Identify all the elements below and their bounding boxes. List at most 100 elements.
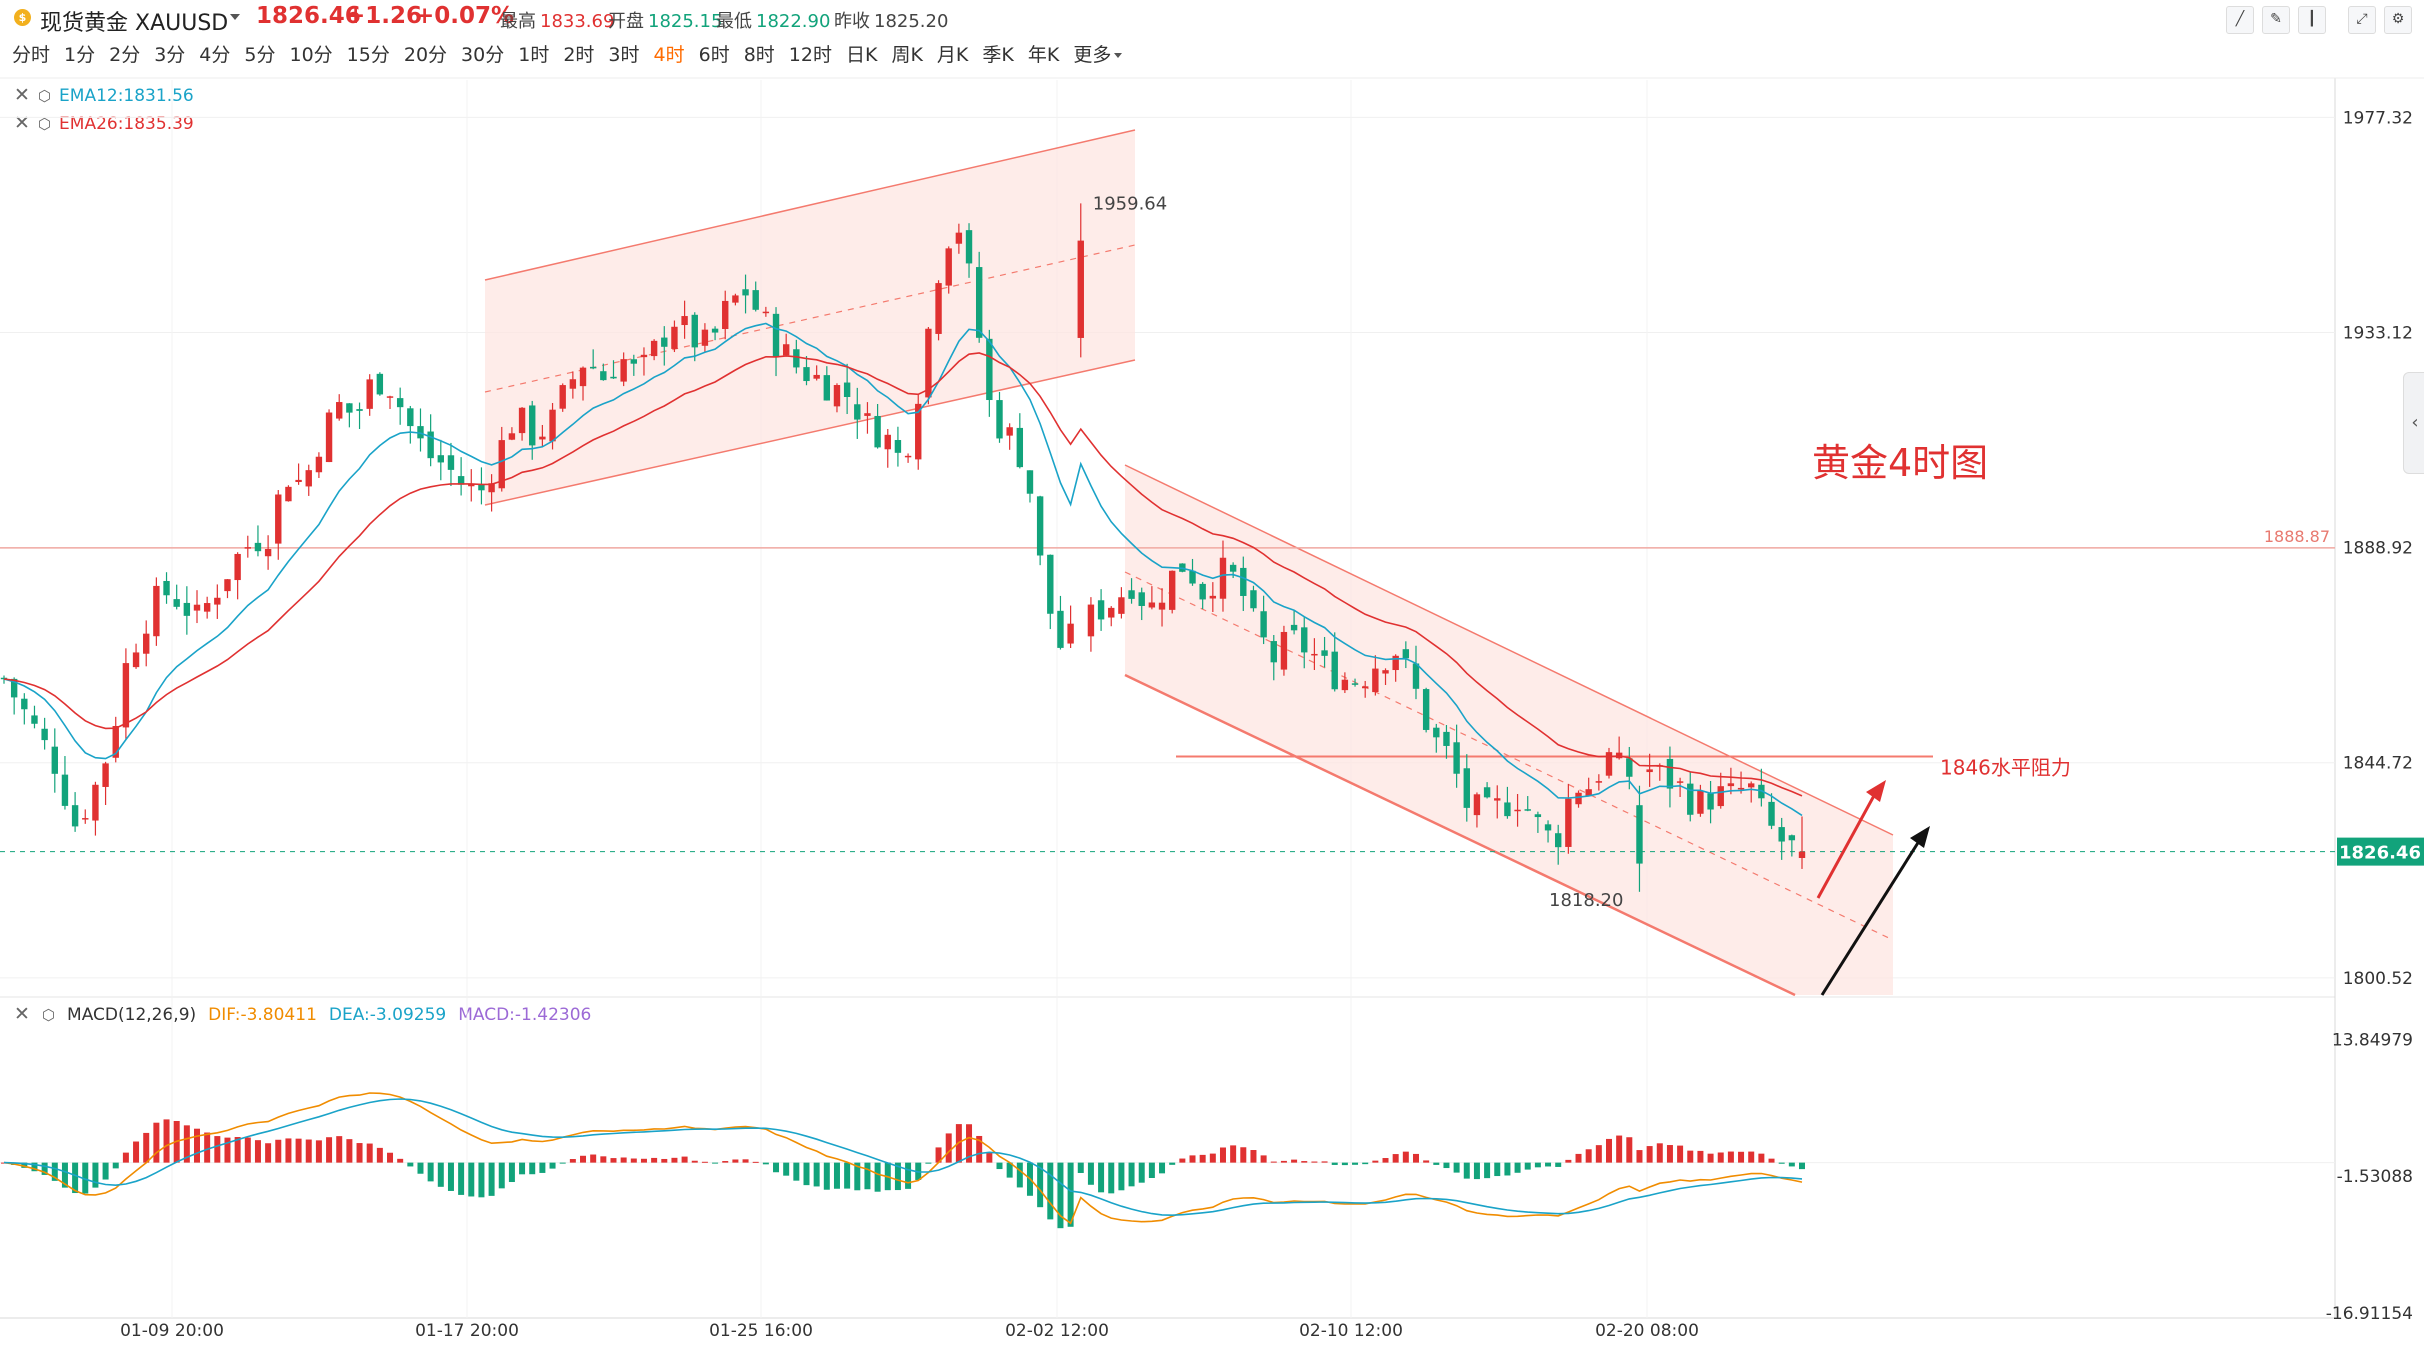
candle-body — [711, 328, 719, 333]
interval-1分[interactable]: 1分 — [64, 44, 96, 66]
gear-icon[interactable]: ⬡ — [41, 1006, 56, 1024]
candle-body — [1453, 742, 1460, 774]
macd-bar — [925, 1162, 932, 1164]
macd-bar — [366, 1143, 373, 1163]
interval-8时[interactable]: 8时 — [743, 44, 775, 66]
close-icon[interactable]: ✕ — [14, 84, 30, 106]
interval-年K[interactable]: 年K — [1027, 44, 1060, 66]
interval-月K[interactable]: 月K — [936, 44, 969, 66]
line-chart-icon[interactable]: ╱ — [2226, 6, 2254, 34]
candle-body — [1158, 602, 1166, 610]
candle-body — [1524, 809, 1531, 811]
interval-10分[interactable]: 10分 — [289, 44, 333, 66]
interval-30分[interactable]: 30分 — [461, 44, 505, 66]
macd-bar — [1758, 1153, 1765, 1163]
candle-body — [122, 663, 130, 728]
gear-icon[interactable]: ⬡ — [37, 87, 52, 105]
interval-季K[interactable]: 季K — [982, 44, 1014, 66]
interval-周K[interactable]: 周K — [891, 44, 923, 66]
chevron-down-icon[interactable] — [1114, 53, 1123, 58]
last-price-badge — [2337, 837, 2424, 866]
candle-body — [234, 553, 241, 581]
interval-20分[interactable]: 20分 — [403, 44, 448, 66]
chevron-down-icon[interactable] — [230, 14, 240, 20]
candle-body — [579, 367, 587, 387]
candle-body — [539, 436, 546, 440]
macd-bar — [945, 1133, 952, 1163]
macd-bar — [996, 1162, 1003, 1170]
interval-15分[interactable]: 15分 — [346, 44, 390, 66]
candle-body — [275, 494, 282, 544]
candle-body — [701, 329, 709, 346]
symbol-name[interactable]: 现货黄金 XAUUSD — [40, 11, 229, 36]
expand-icon[interactable]: ⤢ — [2348, 6, 2376, 34]
close-icon[interactable]: ✕ — [14, 1003, 30, 1025]
macd-bar — [854, 1162, 861, 1191]
macd-bar — [183, 1125, 190, 1163]
macd-tick: -16.91154 — [2326, 1304, 2413, 1324]
interval-3时[interactable]: 3时 — [608, 44, 640, 66]
candle-body — [915, 403, 922, 460]
macd-bar — [21, 1162, 28, 1168]
settings-icon[interactable]: ⚙ — [2384, 6, 2412, 34]
candle-body — [661, 337, 668, 347]
candle-body — [1311, 653, 1318, 656]
macd-bar — [1270, 1161, 1277, 1163]
macd-bar — [285, 1138, 292, 1163]
interval-4时[interactable]: 4时 — [653, 44, 685, 66]
interval-1时[interactable]: 1时 — [518, 44, 550, 66]
gear-icon[interactable]: ⬡ — [37, 115, 52, 133]
candle-body — [1443, 731, 1450, 746]
macd-bar — [651, 1157, 658, 1163]
candle-body — [1666, 758, 1674, 789]
macd-bar — [935, 1147, 942, 1163]
macd-bar — [1636, 1150, 1643, 1163]
interval-更多[interactable]: 更多 — [1073, 40, 1123, 67]
interval-日K[interactable]: 日K — [845, 44, 878, 66]
candle-body — [925, 328, 932, 398]
candle-body — [498, 440, 505, 489]
interval-分时[interactable]: 分时 — [12, 44, 51, 66]
draw-tool-icon[interactable]: ✎ — [2262, 6, 2290, 34]
macd-bar — [478, 1162, 485, 1198]
candle-body — [1717, 786, 1724, 807]
low-annotation: 1818.20 — [1549, 890, 1623, 911]
red-arrow — [1816, 791, 1878, 899]
macd-bar — [1006, 1162, 1013, 1178]
macd-bar — [1402, 1151, 1409, 1163]
candle-body — [518, 407, 526, 434]
interval-3分[interactable]: 3分 — [154, 44, 186, 66]
candle-body — [772, 313, 780, 358]
macd-bar — [966, 1124, 973, 1163]
black-arrow — [1820, 837, 1923, 996]
ema12-legend: ✕ ⬡ EMA12:1831.56 — [14, 84, 194, 106]
candle-body — [640, 354, 648, 358]
macd-bar — [1514, 1162, 1521, 1173]
macd-name: MACD(12,26,9) — [67, 1005, 197, 1025]
interval-12时[interactable]: 12时 — [788, 44, 832, 66]
candle-body — [173, 599, 180, 607]
candle-style-icon[interactable]: ┃ — [2298, 6, 2326, 34]
interval-6时[interactable]: 6时 — [698, 44, 730, 66]
candle-body — [762, 311, 770, 314]
resistance-label: 1846水平阻力 — [1940, 756, 2071, 780]
candle-body — [1788, 835, 1796, 841]
candle-body — [1321, 650, 1328, 656]
macd-bar — [488, 1162, 495, 1196]
candle-body — [1331, 651, 1338, 690]
interval-4分[interactable]: 4分 — [199, 44, 231, 66]
collapse-panel-icon[interactable]: ‹ — [2403, 372, 2424, 474]
macd-bar — [1778, 1162, 1785, 1164]
macd-bar — [1656, 1143, 1663, 1163]
interval-2分[interactable]: 2分 — [109, 44, 141, 66]
macd-bar — [254, 1140, 261, 1163]
interval-2时[interactable]: 2时 — [563, 44, 595, 66]
macd-bar — [1199, 1154, 1206, 1163]
candle-body — [1646, 769, 1653, 773]
macd-dif: DIF:-3.80411 — [208, 1005, 317, 1025]
interval-5分[interactable]: 5分 — [244, 44, 276, 66]
macd-bar — [1240, 1147, 1247, 1163]
macd-bar — [1301, 1161, 1308, 1163]
candle-body — [904, 455, 912, 458]
